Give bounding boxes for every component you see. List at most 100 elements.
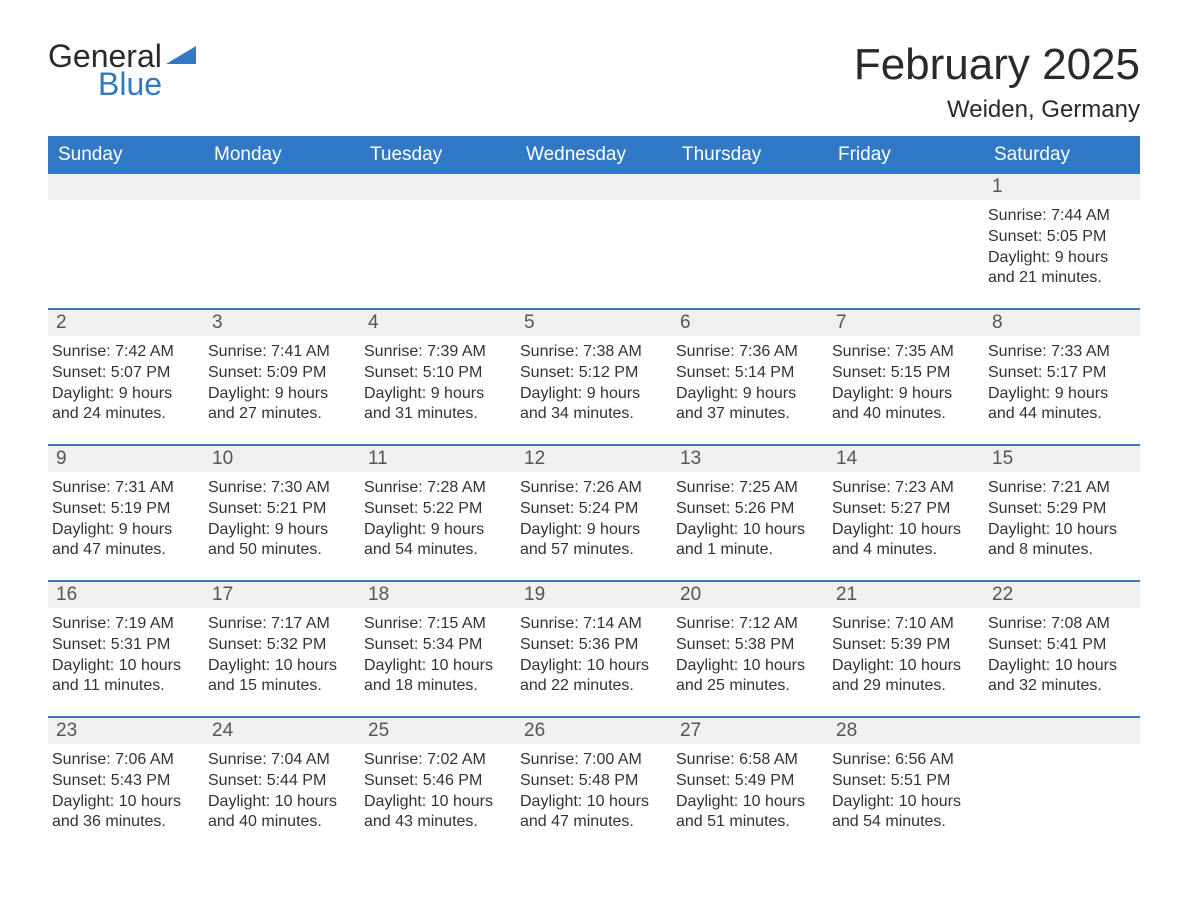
day-number: 13 (672, 446, 828, 472)
day-number: 3 (204, 310, 360, 336)
day-body (516, 200, 672, 210)
week-row: 2Sunrise: 7:42 AMSunset: 5:07 PMDaylight… (48, 308, 1140, 430)
calendar-day: 3Sunrise: 7:41 AMSunset: 5:09 PMDaylight… (204, 310, 360, 430)
day-number: 4 (360, 310, 516, 336)
sunset-text: Sunset: 5:12 PM (520, 363, 664, 384)
day-number: 22 (984, 582, 1140, 608)
sunrise-text: Sunrise: 7:28 AM (364, 478, 508, 499)
day-number (360, 174, 516, 200)
day-body: Sunrise: 7:26 AMSunset: 5:24 PMDaylight:… (516, 472, 672, 565)
sunset-text: Sunset: 5:17 PM (988, 363, 1132, 384)
day-body: Sunrise: 7:33 AMSunset: 5:17 PMDaylight:… (984, 336, 1140, 429)
calendar-day: 7Sunrise: 7:35 AMSunset: 5:15 PMDaylight… (828, 310, 984, 430)
day-number: 18 (360, 582, 516, 608)
calendar-day: 8Sunrise: 7:33 AMSunset: 5:17 PMDaylight… (984, 310, 1140, 430)
day-body (48, 200, 204, 210)
sunset-text: Sunset: 5:05 PM (988, 227, 1132, 248)
weeks-container: 1Sunrise: 7:44 AMSunset: 5:05 PMDaylight… (48, 174, 1140, 838)
day-number (672, 174, 828, 200)
calendar-day: 19Sunrise: 7:14 AMSunset: 5:36 PMDayligh… (516, 582, 672, 702)
calendar-day: 12Sunrise: 7:26 AMSunset: 5:24 PMDayligh… (516, 446, 672, 566)
sunrise-text: Sunrise: 7:41 AM (208, 342, 352, 363)
calendar-day: 23Sunrise: 7:06 AMSunset: 5:43 PMDayligh… (48, 718, 204, 838)
day-number: 17 (204, 582, 360, 608)
weekday-sun: Sunday (48, 136, 204, 174)
daylight-text: Daylight: 9 hours and 44 minutes. (988, 384, 1132, 426)
day-number: 14 (828, 446, 984, 472)
sunset-text: Sunset: 5:39 PM (832, 635, 976, 656)
sunset-text: Sunset: 5:41 PM (988, 635, 1132, 656)
calendar-day (516, 174, 672, 294)
day-number: 12 (516, 446, 672, 472)
sunrise-text: Sunrise: 7:31 AM (52, 478, 196, 499)
daylight-text: Daylight: 9 hours and 37 minutes. (676, 384, 820, 426)
calendar-day: 15Sunrise: 7:21 AMSunset: 5:29 PMDayligh… (984, 446, 1140, 566)
sunrise-text: Sunrise: 7:42 AM (52, 342, 196, 363)
weekday-mon: Monday (204, 136, 360, 174)
day-body (984, 744, 1140, 754)
day-number (204, 174, 360, 200)
sunset-text: Sunset: 5:48 PM (520, 771, 664, 792)
day-number: 9 (48, 446, 204, 472)
day-body: Sunrise: 7:30 AMSunset: 5:21 PMDaylight:… (204, 472, 360, 565)
day-number: 21 (828, 582, 984, 608)
daylight-text: Daylight: 10 hours and 18 minutes. (364, 656, 508, 698)
sunrise-text: Sunrise: 7:30 AM (208, 478, 352, 499)
day-body: Sunrise: 7:04 AMSunset: 5:44 PMDaylight:… (204, 744, 360, 837)
day-number (48, 174, 204, 200)
logo: General Blue (48, 40, 196, 104)
weekday-fri: Friday (828, 136, 984, 174)
day-number: 6 (672, 310, 828, 336)
sunrise-text: Sunrise: 7:39 AM (364, 342, 508, 363)
day-body: Sunrise: 6:56 AMSunset: 5:51 PMDaylight:… (828, 744, 984, 837)
daylight-text: Daylight: 10 hours and 25 minutes. (676, 656, 820, 698)
sunset-text: Sunset: 5:44 PM (208, 771, 352, 792)
sunrise-text: Sunrise: 7:36 AM (676, 342, 820, 363)
day-body: Sunrise: 7:14 AMSunset: 5:36 PMDaylight:… (516, 608, 672, 701)
day-body: Sunrise: 7:17 AMSunset: 5:32 PMDaylight:… (204, 608, 360, 701)
sunrise-text: Sunrise: 7:08 AM (988, 614, 1132, 635)
daylight-text: Daylight: 9 hours and 47 minutes. (52, 520, 196, 562)
sunset-text: Sunset: 5:21 PM (208, 499, 352, 520)
sunset-text: Sunset: 5:46 PM (364, 771, 508, 792)
day-body: Sunrise: 7:12 AMSunset: 5:38 PMDaylight:… (672, 608, 828, 701)
calendar-day (204, 174, 360, 294)
calendar-day: 10Sunrise: 7:30 AMSunset: 5:21 PMDayligh… (204, 446, 360, 566)
sunrise-text: Sunrise: 7:02 AM (364, 750, 508, 771)
day-body: Sunrise: 7:36 AMSunset: 5:14 PMDaylight:… (672, 336, 828, 429)
sunset-text: Sunset: 5:43 PM (52, 771, 196, 792)
sunset-text: Sunset: 5:29 PM (988, 499, 1132, 520)
calendar-day: 2Sunrise: 7:42 AMSunset: 5:07 PMDaylight… (48, 310, 204, 430)
day-body: Sunrise: 7:23 AMSunset: 5:27 PMDaylight:… (828, 472, 984, 565)
sunset-text: Sunset: 5:07 PM (52, 363, 196, 384)
day-body: Sunrise: 7:15 AMSunset: 5:34 PMDaylight:… (360, 608, 516, 701)
calendar-day: 11Sunrise: 7:28 AMSunset: 5:22 PMDayligh… (360, 446, 516, 566)
header: General Blue February 2025 Weiden, Germa… (48, 40, 1140, 124)
week-row: 9Sunrise: 7:31 AMSunset: 5:19 PMDaylight… (48, 444, 1140, 566)
sunrise-text: Sunrise: 7:17 AM (208, 614, 352, 635)
calendar-day (828, 174, 984, 294)
day-number: 27 (672, 718, 828, 744)
day-number: 19 (516, 582, 672, 608)
calendar-day: 1Sunrise: 7:44 AMSunset: 5:05 PMDaylight… (984, 174, 1140, 294)
calendar-day (360, 174, 516, 294)
day-body: Sunrise: 7:31 AMSunset: 5:19 PMDaylight:… (48, 472, 204, 565)
calendar-day: 17Sunrise: 7:17 AMSunset: 5:32 PMDayligh… (204, 582, 360, 702)
day-number: 28 (828, 718, 984, 744)
calendar-day: 27Sunrise: 6:58 AMSunset: 5:49 PMDayligh… (672, 718, 828, 838)
day-body: Sunrise: 7:08 AMSunset: 5:41 PMDaylight:… (984, 608, 1140, 701)
calendar-day: 20Sunrise: 7:12 AMSunset: 5:38 PMDayligh… (672, 582, 828, 702)
daylight-text: Daylight: 10 hours and 36 minutes. (52, 792, 196, 834)
sunrise-text: Sunrise: 6:58 AM (676, 750, 820, 771)
day-number: 8 (984, 310, 1140, 336)
week-row: 1Sunrise: 7:44 AMSunset: 5:05 PMDaylight… (48, 174, 1140, 294)
sunrise-text: Sunrise: 7:15 AM (364, 614, 508, 635)
sunrise-text: Sunrise: 7:21 AM (988, 478, 1132, 499)
daylight-text: Daylight: 10 hours and 47 minutes. (520, 792, 664, 834)
sunset-text: Sunset: 5:26 PM (676, 499, 820, 520)
week-row: 23Sunrise: 7:06 AMSunset: 5:43 PMDayligh… (48, 716, 1140, 838)
day-number: 11 (360, 446, 516, 472)
sunset-text: Sunset: 5:36 PM (520, 635, 664, 656)
daylight-text: Daylight: 10 hours and 51 minutes. (676, 792, 820, 834)
daylight-text: Daylight: 9 hours and 34 minutes. (520, 384, 664, 426)
